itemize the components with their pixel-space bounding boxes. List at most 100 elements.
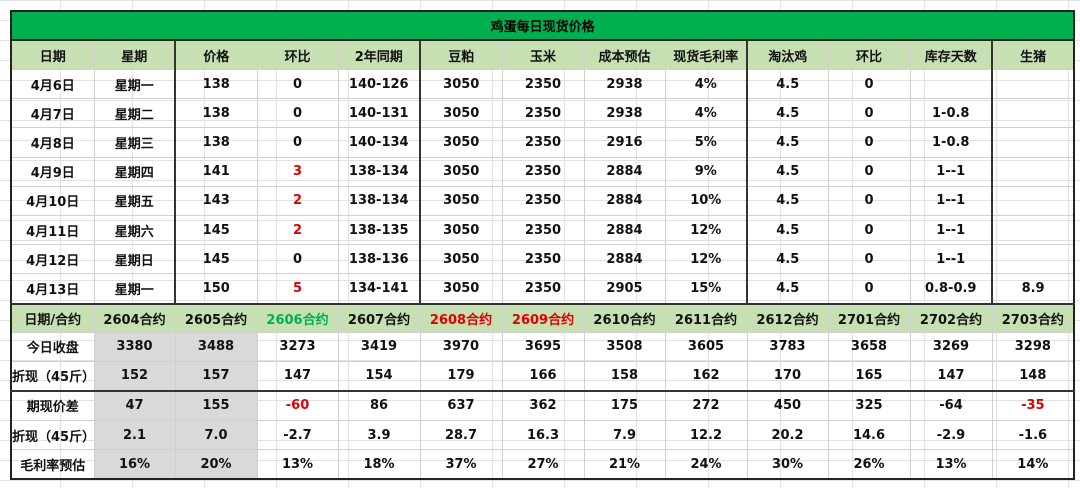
table-cell[interactable]: 37% bbox=[419, 449, 503, 480]
table-cell[interactable]: 175 bbox=[583, 389, 666, 422]
table-cell[interactable]: 154 bbox=[337, 360, 421, 392]
table-cell[interactable]: 4.5 bbox=[746, 214, 829, 246]
table-cell[interactable]: 325 bbox=[827, 389, 911, 422]
column-header[interactable]: 成本预估 bbox=[583, 39, 666, 70]
table-cell[interactable]: 5% bbox=[664, 127, 748, 158]
table-cell[interactable]: 折现（45斤） bbox=[10, 360, 95, 392]
table-cell[interactable]: -35 bbox=[991, 389, 1075, 422]
column-header[interactable]: 淘汰鸡 bbox=[746, 39, 829, 70]
table-cell[interactable]: 星期二 bbox=[93, 98, 176, 129]
table-cell[interactable]: 3050 bbox=[419, 244, 503, 275]
table-cell[interactable]: 4月13日 bbox=[10, 273, 95, 305]
table-cell[interactable]: 0 bbox=[256, 127, 339, 158]
table-cell[interactable] bbox=[990, 98, 1075, 129]
table-cell[interactable]: 145 bbox=[174, 214, 258, 246]
contract-header[interactable]: 2611合约 bbox=[664, 303, 748, 333]
table-cell[interactable]: -2.9 bbox=[909, 420, 993, 451]
table-cell[interactable] bbox=[990, 244, 1075, 275]
table-cell[interactable]: 140-134 bbox=[337, 127, 421, 158]
table-cell[interactable]: 3050 bbox=[419, 273, 503, 305]
table-cell[interactable]: 星期一 bbox=[93, 273, 176, 305]
table-cell[interactable]: 星期三 bbox=[93, 127, 176, 158]
table-cell[interactable]: 16% bbox=[93, 449, 176, 480]
table-cell[interactable]: 7.9 bbox=[583, 420, 666, 451]
table-cell[interactable]: 2916 bbox=[583, 127, 666, 158]
table-cell[interactable]: 2938 bbox=[583, 98, 666, 129]
table-cell[interactable]: 272 bbox=[664, 389, 748, 422]
table-cell[interactable]: 9% bbox=[664, 156, 748, 187]
table-cell[interactable]: 0 bbox=[827, 214, 911, 246]
contract-header[interactable]: 2703合约 bbox=[991, 303, 1075, 333]
table-cell[interactable]: 4.5 bbox=[746, 98, 829, 129]
table-cell[interactable]: 148 bbox=[991, 360, 1075, 392]
table-cell[interactable] bbox=[990, 156, 1075, 187]
table-cell[interactable]: 3050 bbox=[419, 127, 503, 158]
table-cell[interactable]: -2.7 bbox=[256, 420, 339, 451]
table-cell[interactable]: 2884 bbox=[583, 214, 666, 246]
column-header[interactable]: 玉米 bbox=[501, 39, 585, 70]
contract-header[interactable]: 2610合约 bbox=[583, 303, 666, 333]
table-cell[interactable]: 0 bbox=[827, 156, 911, 187]
table-cell[interactable]: 28.7 bbox=[419, 420, 503, 451]
contract-header[interactable]: 2606合约 bbox=[256, 303, 339, 333]
table-cell[interactable]: 4.5 bbox=[746, 68, 829, 100]
table-cell[interactable]: -60 bbox=[256, 389, 339, 422]
column-header[interactable]: 日期 bbox=[10, 39, 95, 70]
table-cell[interactable]: 4月6日 bbox=[10, 68, 95, 100]
table-cell[interactable]: 4.5 bbox=[746, 244, 829, 275]
table-cell[interactable]: 期现价差 bbox=[10, 389, 95, 422]
table-cell[interactable]: 1--1 bbox=[909, 214, 993, 246]
table-cell[interactable]: 3 bbox=[256, 156, 339, 187]
table-cell[interactable]: 138-136 bbox=[337, 244, 421, 275]
table-cell[interactable]: 138 bbox=[174, 68, 258, 100]
table-cell[interactable]: 0 bbox=[827, 98, 911, 129]
contract-header[interactable]: 日期/合约 bbox=[10, 303, 95, 333]
table-cell[interactable]: 5 bbox=[256, 273, 339, 305]
table-cell[interactable]: 141 bbox=[174, 156, 258, 187]
table-cell[interactable]: 155 bbox=[174, 389, 258, 422]
column-header[interactable]: 现货毛利率 bbox=[664, 39, 748, 70]
table-cell[interactable]: 2350 bbox=[501, 156, 585, 187]
table-cell[interactable] bbox=[990, 214, 1075, 246]
table-cell[interactable]: 4月10日 bbox=[10, 185, 95, 216]
column-header[interactable]: 环比 bbox=[827, 39, 911, 70]
table-cell[interactable]: 20.2 bbox=[746, 420, 829, 451]
table-cell[interactable]: 152 bbox=[93, 360, 176, 392]
table-cell[interactable]: 162 bbox=[664, 360, 748, 392]
column-header[interactable]: 价格 bbox=[174, 39, 258, 70]
table-cell[interactable]: 3050 bbox=[419, 98, 503, 129]
table-cell[interactable]: 157 bbox=[174, 360, 258, 392]
table-cell[interactable]: 4.5 bbox=[746, 185, 829, 216]
table-cell[interactable]: 0 bbox=[256, 68, 339, 100]
table-cell[interactable]: 158 bbox=[583, 360, 666, 392]
contract-header[interactable]: 2607合约 bbox=[337, 303, 421, 333]
table-cell[interactable]: 16.3 bbox=[501, 420, 585, 451]
table-cell[interactable]: 2350 bbox=[501, 127, 585, 158]
table-cell[interactable]: 21% bbox=[583, 449, 666, 480]
table-cell[interactable]: 24% bbox=[664, 449, 748, 480]
table-cell[interactable] bbox=[990, 68, 1075, 100]
table-cell[interactable]: 3050 bbox=[419, 214, 503, 246]
column-header[interactable]: 生猪 bbox=[990, 39, 1075, 70]
table-cell[interactable]: 7.0 bbox=[174, 420, 258, 451]
table-cell[interactable]: 140-126 bbox=[337, 68, 421, 100]
table-cell[interactable]: 138 bbox=[174, 98, 258, 129]
table-cell[interactable]: 1--1 bbox=[909, 185, 993, 216]
table-cell[interactable]: 2350 bbox=[501, 68, 585, 100]
table-cell[interactable]: 150 bbox=[174, 273, 258, 305]
table-cell[interactable]: 637 bbox=[419, 389, 503, 422]
contract-header[interactable]: 2608合约 bbox=[419, 303, 503, 333]
table-cell[interactable]: 138-134 bbox=[337, 156, 421, 187]
table-cell[interactable]: 2905 bbox=[583, 273, 666, 305]
table-cell[interactable]: 3508 bbox=[583, 331, 666, 362]
table-cell[interactable]: 2 bbox=[256, 214, 339, 246]
table-cell[interactable]: 4.5 bbox=[746, 127, 829, 158]
table-cell[interactable]: 2884 bbox=[583, 244, 666, 275]
table-cell[interactable]: 1-0.8 bbox=[909, 127, 993, 158]
column-header[interactable]: 环比 bbox=[256, 39, 339, 70]
table-cell[interactable]: 2938 bbox=[583, 68, 666, 100]
table-cell[interactable]: 3298 bbox=[991, 331, 1075, 362]
table-cell[interactable] bbox=[990, 185, 1075, 216]
table-cell[interactable]: 27% bbox=[501, 449, 585, 480]
table-cell[interactable]: 2 bbox=[256, 185, 339, 216]
